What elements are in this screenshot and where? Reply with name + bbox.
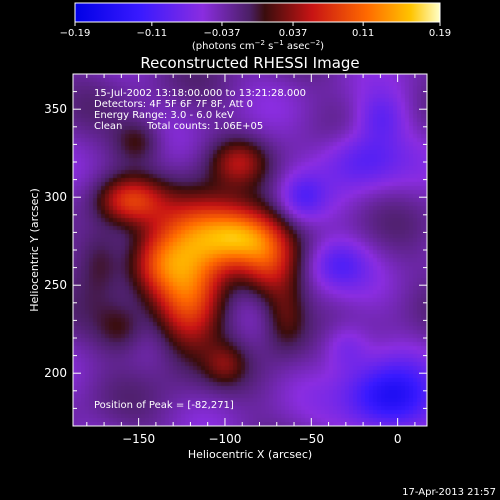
peak-position-label: Position of Peak = [-82,271] — [94, 400, 234, 411]
annotation-time-range: 15-Jul-2002 13:18:00.000 to 13:21:28.000 — [94, 88, 306, 99]
x-axis-label: Heliocentric X (arcsec) — [188, 448, 312, 461]
colorbar: −0.19 −0.11 −0.037 0.037 0.11 0.19 (photons c… — [60, 2, 451, 52]
x-tick-label: −150 — [122, 432, 155, 446]
observation-annotations: 15-Jul-2002 13:18:00.000 to 13:21:28.000… — [94, 88, 306, 132]
y-tick-label: 250 — [44, 278, 67, 292]
annotation-energy-range: Energy Range: 3.0 - 6.0 keV — [94, 110, 234, 121]
colorbar-unit: (photons cm−2 s−1 asec−2) — [192, 39, 324, 52]
colorbar-tick-label: 0.037 — [279, 28, 308, 39]
plot-timestamp: 17-Apr-2013 21:57 — [402, 487, 496, 498]
colorbar-tick-label: 0.11 — [352, 28, 374, 39]
colorbar-tick-label: −0.037 — [203, 28, 240, 39]
colorbar-tick-label: −0.19 — [60, 28, 91, 39]
colorbar-tick-label: −0.11 — [137, 28, 168, 39]
y-axis-label: Heliocentric Y (arcsec) — [28, 188, 41, 312]
chart-title: Reconstructed RHESSI Image — [140, 54, 359, 72]
x-tick-label: −50 — [299, 432, 324, 446]
x-tick-label: −100 — [208, 432, 241, 446]
annotation-total-counts: Total counts: 1.06E+05 — [146, 121, 263, 132]
colorbar-gradient — [74, 2, 441, 23]
y-tick-label: 350 — [44, 102, 67, 116]
heatmap-image — [73, 74, 427, 426]
x-tick-label: 0 — [394, 432, 402, 446]
y-axis-ticks: 200 250 300 350 — [44, 91, 427, 409]
annotation-algorithm: Clean — [94, 121, 122, 132]
y-tick-label: 300 — [44, 190, 67, 204]
y-tick-label: 200 — [44, 366, 67, 380]
annotation-detectors: Detectors: 4F 5F 6F 7F 8F, Att 0 — [94, 99, 253, 110]
colorbar-ticks: −0.19 −0.11 −0.037 0.037 0.11 0.19 — [60, 22, 451, 39]
colorbar-tick-label: 0.19 — [429, 28, 451, 39]
x-axis-ticks: −150 −100 −50 0 — [86, 74, 416, 446]
